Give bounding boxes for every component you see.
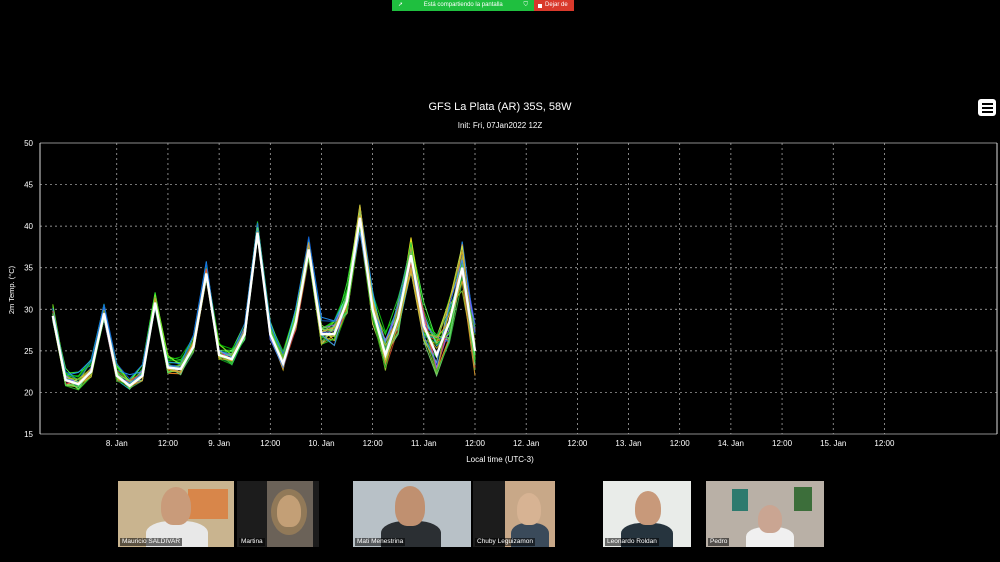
x-tick-label: 12:00	[567, 439, 588, 448]
participant-tile[interactable]: Mauricio SALDIVAR	[118, 481, 234, 547]
y-tick-label: 25	[24, 347, 33, 356]
x-tick-label: 9. Jan	[208, 439, 230, 448]
stop-icon	[538, 3, 542, 8]
ensemble-mean	[51, 217, 477, 388]
avatar	[635, 491, 661, 525]
y-axis-ticks: 15 20 25 30 35 40 45 50	[24, 139, 33, 439]
participant-tile[interactable]: Mati Menestrina	[353, 481, 471, 547]
ensemble-member-line	[52, 206, 476, 384]
x-tick-label: 12:00	[465, 439, 486, 448]
participant-tile[interactable]: Martina	[237, 481, 319, 547]
ensemble-member-line	[52, 213, 476, 381]
participant-name: Chuby Leguizamon	[475, 538, 536, 546]
ensemble-members	[52, 204, 476, 391]
avatar	[395, 486, 425, 526]
shield-icon: ⛉	[523, 2, 528, 8]
y-tick-label: 20	[24, 388, 33, 397]
y-tick-label: 15	[24, 430, 33, 439]
screen-share-bar: ➚ Está compartiendo la pantalla ⛉ Dejar …	[392, 0, 574, 11]
x-tick-label: 11. Jan	[411, 439, 437, 448]
participant-tile[interactable]: Chuby Leguizamon	[473, 481, 555, 547]
avatar	[758, 505, 782, 533]
x-tick-label: 12:00	[772, 439, 793, 448]
participant-name: Mauricio SALDIVAR	[120, 538, 183, 546]
participant-tile[interactable]: Pedro	[706, 481, 824, 547]
avatar	[517, 493, 541, 525]
x-tick-label: 12:00	[260, 439, 281, 448]
x-axis-label: Local time (UTC-3)	[466, 455, 534, 464]
chart: GFS La Plata (AR) 35S, 58W Init: Fri, 07…	[7, 101, 998, 464]
y-tick-label: 45	[24, 181, 33, 190]
menu-icon	[981, 102, 993, 105]
y-tick-label: 40	[24, 222, 33, 231]
stop-sharing-button[interactable]: Dejar de	[534, 0, 574, 11]
chart-title: GFS La Plata (AR) 35S, 58W	[428, 101, 572, 113]
x-tick-label: 13. Jan	[615, 439, 641, 448]
x-tick-label: 14. Jan	[718, 439, 744, 448]
ensemble-mean-line	[51, 217, 477, 388]
y-tick-label: 35	[24, 264, 33, 273]
participant-name: Leonardo Roldan	[605, 538, 659, 546]
chart-subtitle: Init: Fri, 07Jan2022 12Z	[458, 121, 543, 130]
stop-sharing-label: Dejar de	[545, 2, 568, 8]
x-tick-label: 12. Jan	[513, 439, 539, 448]
x-tick-label: 15. Jan	[820, 439, 846, 448]
participant-name: Pedro	[708, 538, 730, 546]
x-tick-label: 8. Jan	[106, 439, 128, 448]
x-tick-label: 12:00	[363, 439, 384, 448]
x-tick-label: 10. Jan	[308, 439, 334, 448]
share-icon: ➚	[398, 2, 404, 8]
avatar	[161, 487, 191, 525]
participant-tile[interactable]: Leonardo Roldan	[603, 481, 691, 547]
sharing-status[interactable]: ➚ Está compartiendo la pantalla ⛉	[392, 0, 534, 11]
chart-menu-button[interactable]	[978, 99, 996, 116]
y-tick-label: 50	[24, 139, 33, 148]
participant-name: Martina	[239, 538, 265, 546]
y-axis-label: 2m Temp. (°C)	[7, 265, 16, 314]
participant-name: Mati Menestrina	[355, 538, 406, 546]
x-tick-label: 12:00	[874, 439, 895, 448]
chart-grid	[39, 142, 998, 435]
x-axis-ticks: 8. Jan 12:00 9. Jan 12:00 10. Jan 12:00 11. Ja…	[106, 439, 895, 448]
x-tick-label: 12:00	[670, 439, 691, 448]
x-tick-label: 12:00	[158, 439, 179, 448]
sharing-status-text: Está compartiendo la pantalla	[423, 2, 503, 8]
y-tick-label: 30	[24, 305, 33, 314]
